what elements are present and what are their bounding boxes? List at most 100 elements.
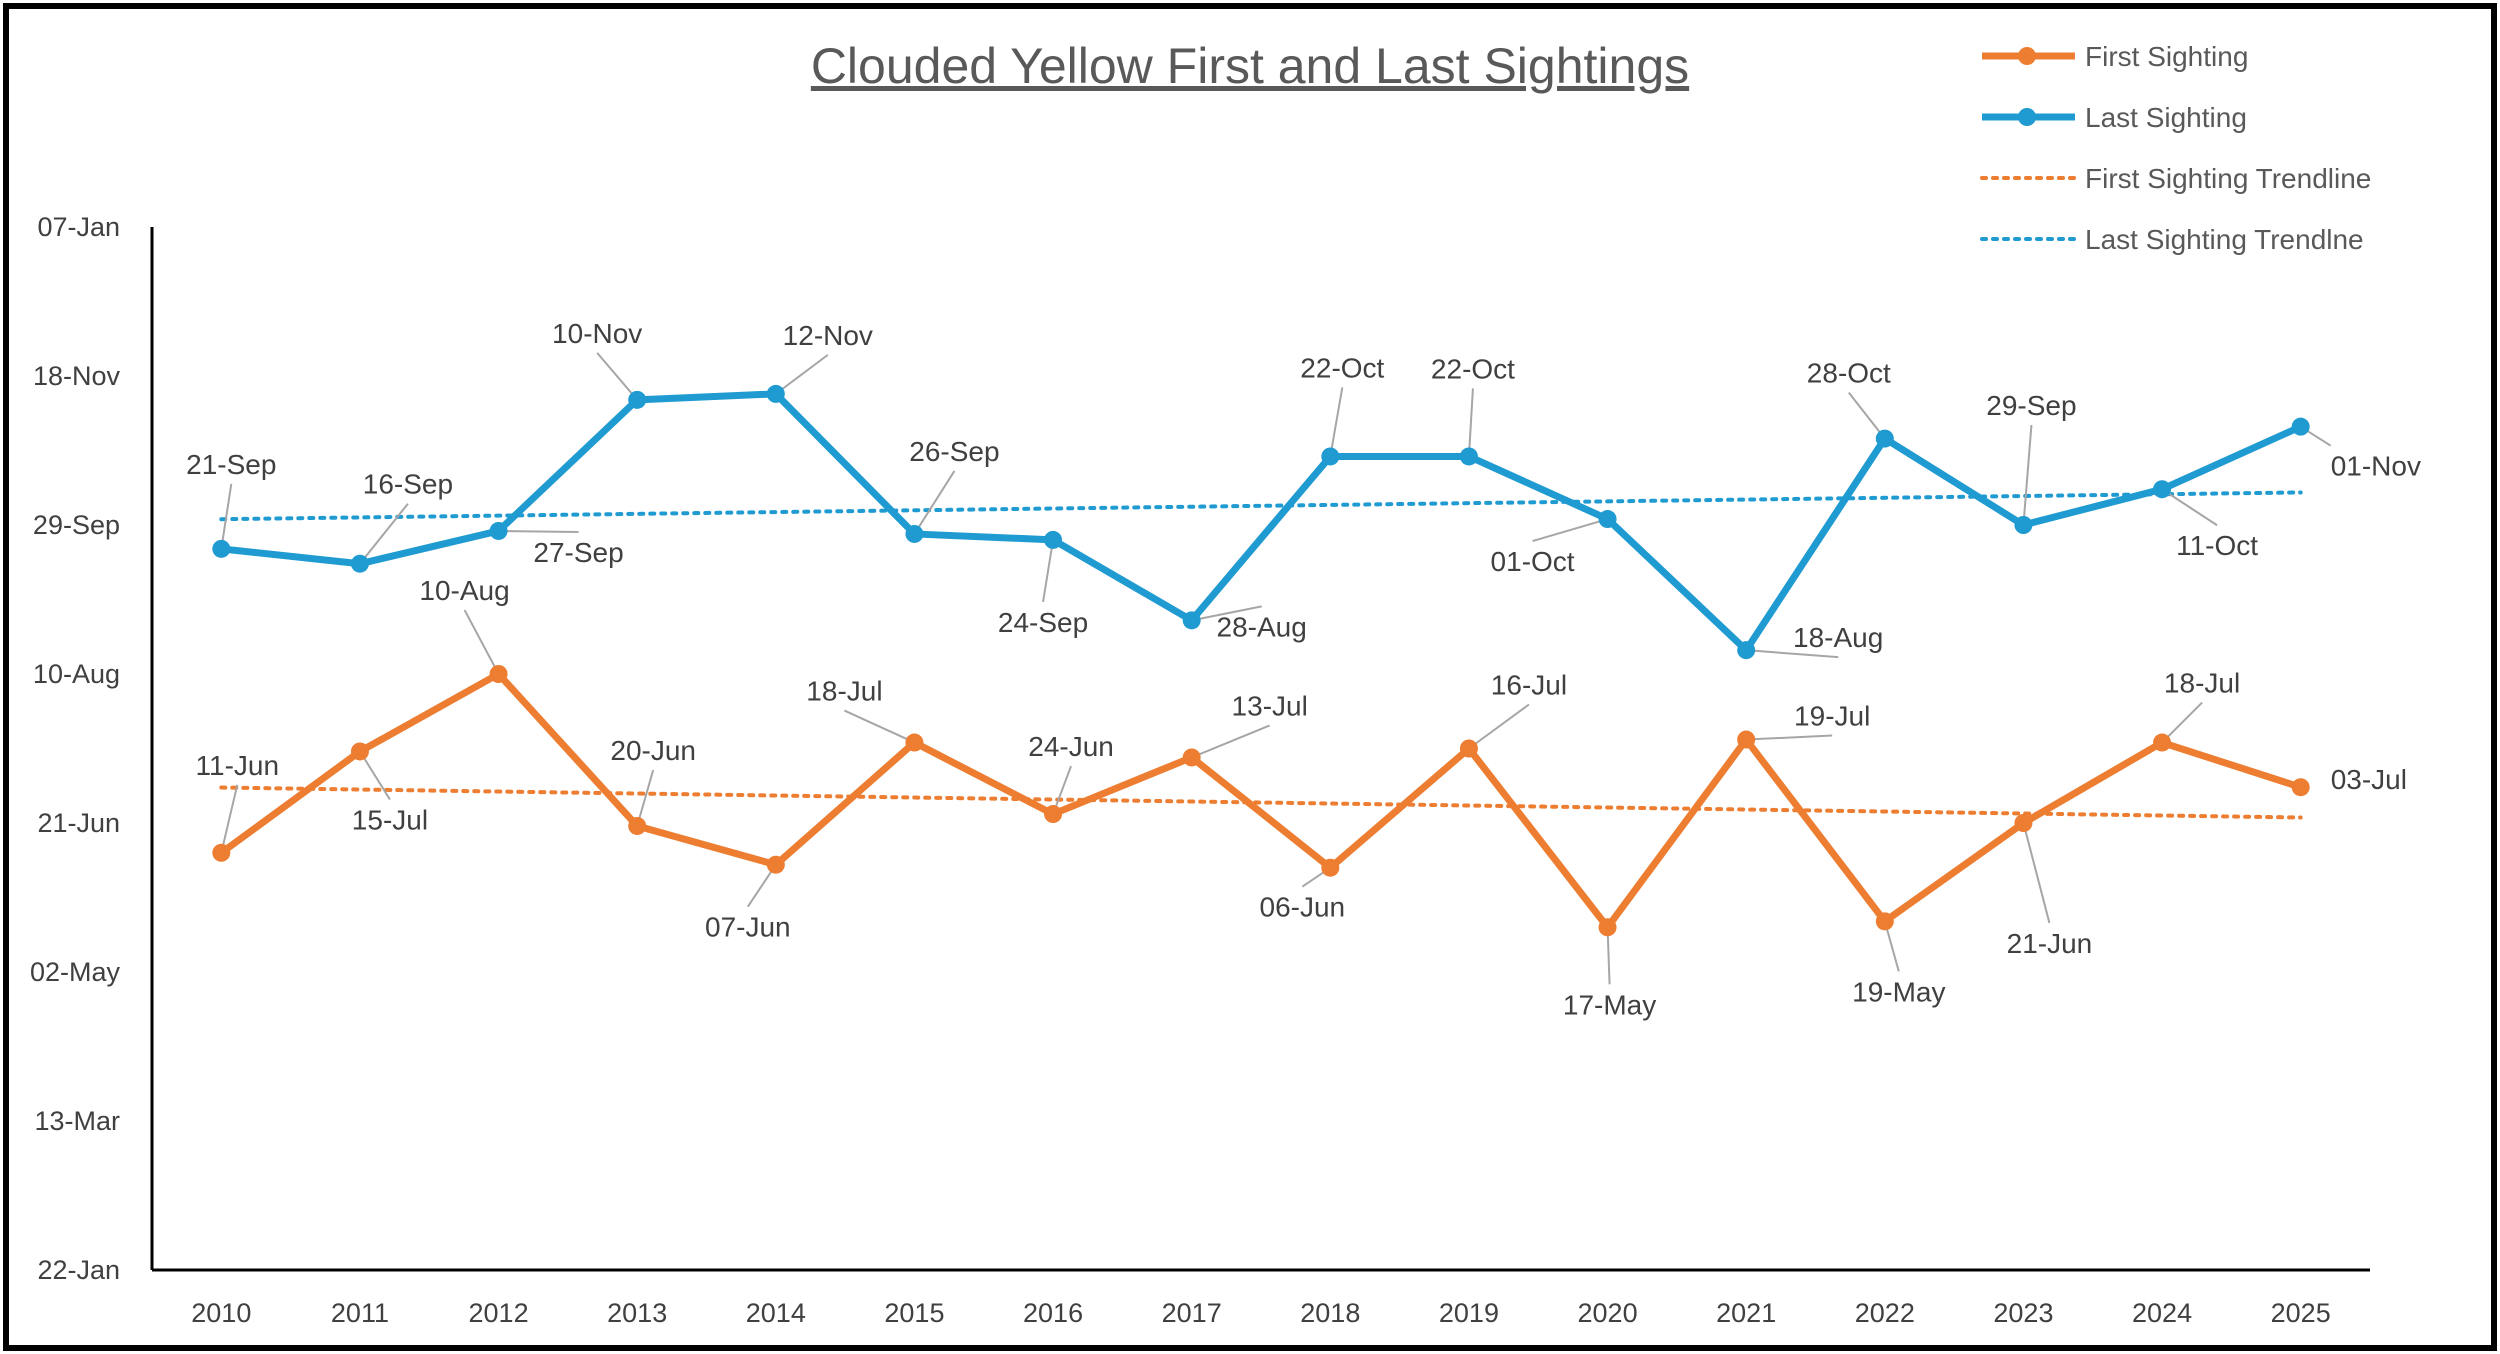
last-sighting-leader-line xyxy=(1532,518,1608,542)
x-tick-label: 2017 xyxy=(1162,1298,1222,1328)
first-sighting-data-label: 06-Jun xyxy=(1260,892,1346,923)
x-tick-label: 2025 xyxy=(2271,1298,2331,1328)
last-sighting-data-label: 26-Sep xyxy=(909,436,999,467)
x-tick-label: 2011 xyxy=(331,1298,389,1328)
legend-item: Last Sighting Trendlne xyxy=(1980,224,2364,255)
legend: First Sighting Last Sighting First Sightin… xyxy=(1980,41,2371,255)
first-sighting-point xyxy=(1737,730,1756,749)
first-sighting-data-label: 20-Jun xyxy=(610,735,696,766)
data-points xyxy=(212,384,2310,937)
x-tick-label: 2012 xyxy=(469,1298,529,1328)
last-sighting-data-label: 28-Oct xyxy=(1807,358,1891,389)
first-sighting-data-label: 10-Aug xyxy=(419,575,509,606)
last-sighting-leader-line xyxy=(359,503,409,565)
last-sighting-leader-line xyxy=(1848,391,1886,440)
x-tick-label: 2018 xyxy=(1300,1298,1360,1328)
x-tick-label: 2010 xyxy=(191,1298,251,1328)
first-sighting-data-label: 07-Jun xyxy=(705,912,791,943)
last-sighting-leader-line xyxy=(775,354,829,395)
legend-item: First Sighting Trendline xyxy=(1980,163,2371,194)
last-sighting-leader-line xyxy=(2022,424,2033,526)
last-sighting-trendline xyxy=(219,490,2303,522)
y-tick-label: 13-Mar xyxy=(34,1106,120,1136)
trendlines xyxy=(219,490,2303,820)
first-sighting-leader-line xyxy=(359,750,391,801)
last-sighting-data-label: 10-Nov xyxy=(552,318,642,349)
last-sighting-data-label: 21-Sep xyxy=(186,449,276,480)
first-sighting-point xyxy=(489,665,508,683)
first-sighting-data-label: 19-May xyxy=(1852,976,1945,1007)
first-sighting-data-label: 19-Jul xyxy=(1794,701,1870,732)
first-sighting-point xyxy=(2291,778,2310,797)
first-sighting-data-label: 15-Jul xyxy=(352,804,428,835)
last-sighting-point xyxy=(1598,510,1617,529)
last-sighting-point xyxy=(2014,516,2033,534)
first-sighting-point xyxy=(1598,918,1617,937)
last-sighting-leader-line xyxy=(913,470,956,535)
x-tick-label: 2016 xyxy=(1023,1298,1083,1328)
last-sighting-leader-line xyxy=(1467,388,1474,457)
first-sighting-data-label: 03-Jul xyxy=(2331,764,2407,795)
chart-frame xyxy=(3,3,2497,1351)
y-tick-label: 07-Jan xyxy=(37,212,120,242)
y-tick-label: 18-Nov xyxy=(33,361,121,391)
last-sighting-leader-line xyxy=(498,529,579,533)
first-sighting-data-label: 18-Jul xyxy=(2164,668,2240,699)
first-sighting-series-line xyxy=(219,670,2302,931)
y-tick-label: 29-Sep xyxy=(33,510,120,540)
legend-item: First Sighting xyxy=(1982,41,2248,72)
last-sighting-leader-line xyxy=(1191,605,1262,622)
first-sighting-leader-line xyxy=(1191,724,1271,759)
x-tick-label: 2021 xyxy=(1716,1298,1776,1328)
x-tick-label: 2014 xyxy=(746,1298,806,1328)
first-sighting-leader-line xyxy=(2161,701,2203,744)
series-lines xyxy=(219,390,2303,931)
legend-label: First Sighting xyxy=(2085,41,2248,72)
last-sighting-point xyxy=(628,390,647,409)
first-sighting-data-label: 24-Jun xyxy=(1028,731,1114,762)
last-sighting-data-label: 18-Aug xyxy=(1793,622,1883,653)
last-sighting-data-label: 29-Sep xyxy=(1986,390,2076,421)
last-sighting-data-label: 12-Nov xyxy=(783,320,873,351)
chart-title: Clouded Yellow First and Last Sightings xyxy=(811,38,1689,94)
last-sighting-data-label: 22-Oct xyxy=(1300,352,1384,383)
last-sighting-point xyxy=(1459,447,1478,466)
last-sighting-leader-line xyxy=(220,483,233,549)
last-sighting-point xyxy=(2153,480,2172,499)
last-sighting-data-label: 22-Oct xyxy=(1431,353,1515,384)
legend-label: Last Sighting xyxy=(2085,102,2247,133)
x-tick-label: 2015 xyxy=(884,1298,944,1328)
last-sighting-point xyxy=(766,384,785,403)
first-sighting-point xyxy=(1044,805,1063,824)
last-sighting-series-line xyxy=(220,390,2303,654)
last-sighting-point xyxy=(1875,429,1894,448)
legend-item: Last Sighting xyxy=(1982,102,2247,133)
first-sighting-point xyxy=(350,742,369,761)
first-sighting-point xyxy=(1182,748,1201,767)
first-sighting-data-label: 13-Jul xyxy=(1232,690,1308,721)
legend-marker xyxy=(2018,108,2036,126)
first-sighting-data-label: 16-Jul xyxy=(1491,670,1567,701)
last-sighting-data-label: 28-Aug xyxy=(1217,611,1307,642)
x-tick-label: 2022 xyxy=(1855,1298,1915,1328)
y-tick-label: 22-Jan xyxy=(37,1255,120,1285)
y-tick-label: 02-May xyxy=(30,957,121,987)
last-sighting-data-label: 27-Sep xyxy=(533,537,623,568)
last-sighting-point xyxy=(1321,447,1340,466)
first-sighting-trendline xyxy=(219,785,2303,820)
last-sighting-point xyxy=(489,521,508,540)
first-sighting-leader-line xyxy=(463,609,500,675)
legend-label: First Sighting Trendline xyxy=(2085,163,2371,194)
axes: 22-Jan 13-Mar 02-May 21-Jun 10-Aug 29-Sep 18-N… xyxy=(30,212,2370,1328)
first-sighting-data-label: 17-May xyxy=(1563,989,1656,1020)
first-sighting-leader-line xyxy=(220,784,239,854)
first-sighting-leader-line xyxy=(1606,927,1611,985)
first-sighting-data-label: 21-Jun xyxy=(2007,928,2093,959)
last-sighting-point xyxy=(2291,417,2310,436)
last-sighting-data-label: 01-Oct xyxy=(1491,546,1575,577)
first-sighting-point xyxy=(905,733,924,752)
last-sighting-point xyxy=(1182,611,1201,630)
legend-marker xyxy=(2018,47,2036,65)
first-sighting-leader-line xyxy=(2022,822,2051,924)
x-tick-label: 2019 xyxy=(1439,1298,1499,1328)
